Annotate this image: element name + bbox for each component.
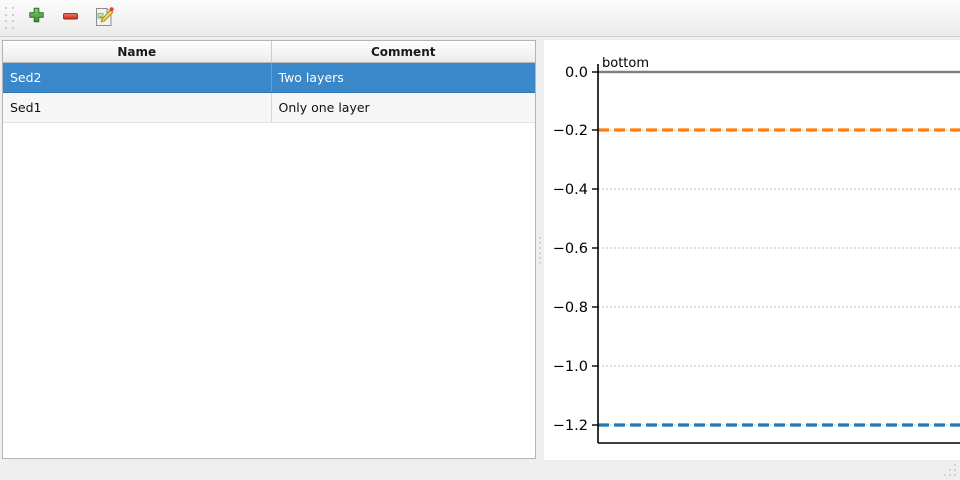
chart-background xyxy=(544,40,960,460)
chart-y-tick-labels: 0.0 −0.2 −0.4 −0.6 −0.8 −1.0 −1.2 xyxy=(553,65,588,434)
y-tick-label: −0.4 xyxy=(553,182,588,198)
layer-depth-chart[interactable]: bottom 0.0 −0.2 −0.4 −0.6 −0.8 xyxy=(544,40,960,460)
add-button[interactable] xyxy=(21,3,51,33)
remove-button[interactable] xyxy=(55,3,85,33)
layer-depth-plot-panel: bottom 0.0 −0.2 −0.4 −0.6 −0.8 xyxy=(544,40,960,460)
chart-y-ticks xyxy=(592,71,598,426)
table-row[interactable]: Sed1 Only one layer xyxy=(3,92,535,123)
toolbar xyxy=(0,0,960,37)
layers-table: Name Comment Sed2 Two layers Sed1 Only o… xyxy=(3,41,535,123)
edit-document-icon xyxy=(93,6,115,31)
y-tick-label: −0.8 xyxy=(553,300,588,316)
cell-name[interactable]: Sed2 xyxy=(3,62,272,93)
y-tick-label: −0.2 xyxy=(553,123,588,139)
layers-table-panel: Name Comment Sed2 Two layers Sed1 Only o… xyxy=(2,40,536,459)
cell-comment[interactable]: Only one layer xyxy=(271,92,535,123)
splitter-grip xyxy=(539,236,541,264)
table-header-row: Name Comment xyxy=(3,41,535,63)
column-header-comment[interactable]: Comment xyxy=(271,41,535,63)
y-tick-label: −1.0 xyxy=(553,359,588,375)
column-header-name[interactable]: Name xyxy=(3,41,272,63)
edit-button[interactable] xyxy=(89,3,119,33)
y-tick-label: −0.6 xyxy=(553,241,588,257)
annotation-bottom-label: bottom xyxy=(602,56,649,71)
minus-icon xyxy=(61,7,80,29)
y-tick-label: 0.0 xyxy=(565,65,588,81)
cell-comment[interactable]: Two layers xyxy=(271,62,535,93)
table-row[interactable]: Sed2 Two layers xyxy=(3,62,535,93)
cell-name[interactable]: Sed1 xyxy=(3,92,272,123)
y-tick-label: −1.2 xyxy=(553,418,588,434)
plus-icon xyxy=(27,7,46,29)
window-resize-grip[interactable] xyxy=(942,462,958,478)
toolbar-drag-handle[interactable] xyxy=(3,6,15,30)
panel-splitter[interactable] xyxy=(536,40,544,460)
